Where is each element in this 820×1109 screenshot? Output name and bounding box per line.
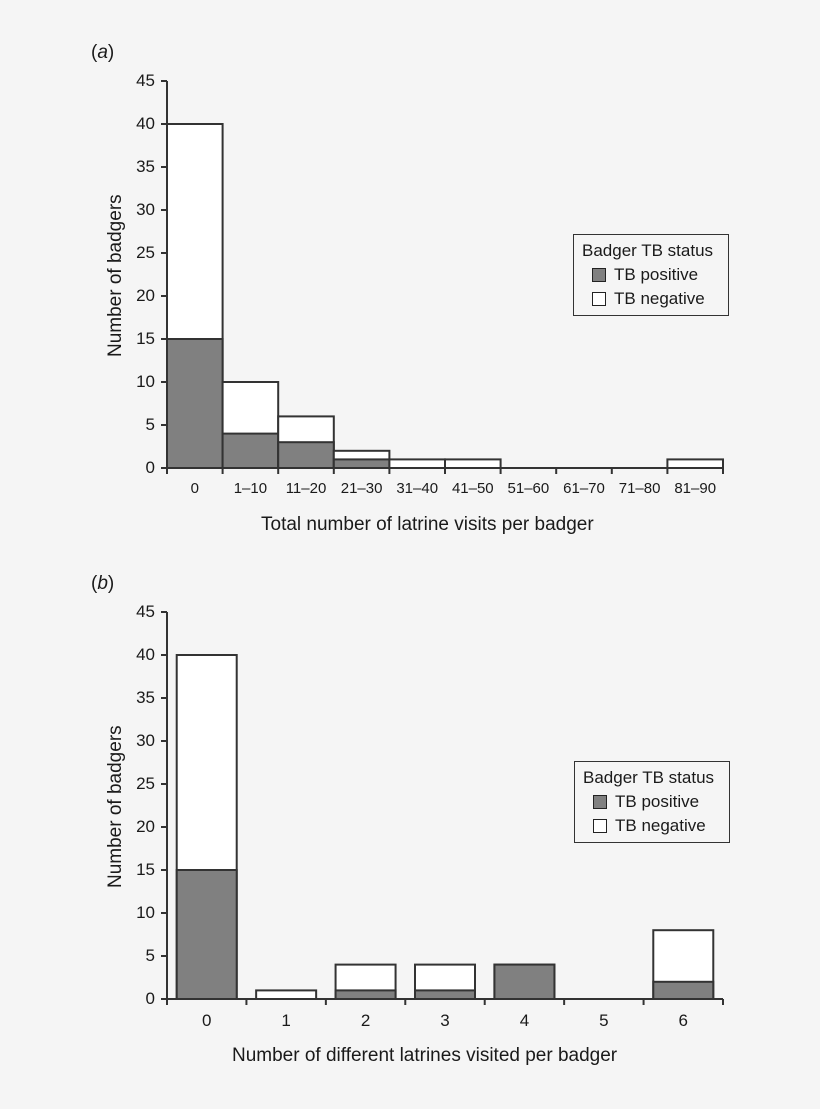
x-tick-label: 1–10 (233, 480, 268, 497)
y-tick-label: 5 (145, 946, 155, 965)
y-tick-label: 45 (136, 602, 155, 621)
x-tick-label: 0 (190, 480, 199, 497)
x-tick-label: 71–80 (618, 480, 661, 497)
legend-label-negative: TB negative (614, 289, 705, 308)
bar-3 (414, 963, 476, 1001)
x-tick-label: 1 (281, 1011, 291, 1030)
y-tick-label: 0 (145, 458, 155, 477)
panel-label-b: (b) (91, 573, 115, 594)
bar-4 (493, 963, 556, 1000)
y-tick-label: 15 (136, 329, 155, 348)
y-tick-label: 0 (145, 989, 155, 1008)
legend-item-positive: TB positive (593, 792, 721, 812)
bar-11–20 (277, 415, 335, 470)
positive-swatch-icon (593, 795, 607, 809)
x-tick-label: 11–20 (285, 480, 327, 497)
x-axis-label-b: Number of different latrines visited per… (232, 1045, 618, 1066)
y-tick-label: 20 (136, 286, 155, 305)
legend-item-positive: TB positive (592, 265, 720, 285)
x-tick-label: 21–30 (340, 480, 383, 497)
legend-item-negative: TB negative (592, 289, 720, 309)
positive-swatch-icon (592, 268, 606, 282)
y-tick-label: 5 (145, 415, 155, 434)
bar-2 (334, 963, 397, 1001)
x-tick-label: 6 (678, 1011, 689, 1030)
legend-label-negative: TB negative (615, 816, 706, 835)
y-tick-label: 25 (136, 243, 155, 262)
x-tick-label: 81–90 (674, 480, 717, 497)
bar-0 (166, 123, 224, 469)
panel-letter-b: b (97, 573, 108, 594)
y-tick-label: 20 (136, 817, 155, 836)
panel-label-a: (a) (91, 42, 115, 63)
y-tick-label: 35 (136, 688, 155, 707)
y-tick-label: 35 (136, 157, 155, 176)
x-tick-label: 5 (599, 1011, 609, 1030)
x-tick-label: 31–40 (396, 480, 439, 497)
bar-6 (652, 929, 715, 1001)
x-tick-label: 41–50 (451, 480, 494, 497)
y-tick-label: 10 (136, 903, 155, 922)
y-tick-label: 30 (136, 200, 155, 219)
x-tick-label: 61–70 (563, 480, 605, 497)
legend-b: Badger TB status TB positive TB negative (574, 761, 730, 843)
negative-swatch-icon (593, 819, 607, 833)
y-tick-label: 40 (136, 645, 155, 664)
y-tick-label: 10 (136, 372, 155, 391)
panel-letter-a: a (97, 42, 108, 63)
x-tick-label: 2 (360, 1011, 371, 1030)
legend-title: Badger TB status (583, 768, 715, 787)
bar-1 (255, 989, 318, 1001)
y-tick-label: 30 (136, 731, 155, 750)
x-tick-label: 51–60 (507, 480, 550, 497)
y-tick-label: 25 (136, 774, 155, 793)
legend-item-negative: TB negative (593, 816, 721, 836)
bar-0 (175, 654, 238, 1000)
x-axis-label-a: Total number of latrine visits per badge… (261, 514, 594, 535)
legend-label-positive: TB positive (614, 265, 699, 284)
legend-label-positive: TB positive (615, 792, 700, 811)
y-tick-label: 45 (136, 71, 155, 90)
x-tick-label: 4 (519, 1011, 530, 1030)
x-tick-label: 3 (440, 1011, 450, 1030)
y-tick-label: 15 (136, 860, 155, 879)
x-tick-label: 0 (201, 1011, 212, 1030)
negative-swatch-icon (592, 292, 606, 306)
legend-title: Badger TB status (582, 241, 714, 260)
y-tick-label: 40 (136, 114, 155, 133)
chart-a (161, 80, 725, 474)
legend-a: Badger TB status TB positive TB negative (573, 234, 729, 316)
